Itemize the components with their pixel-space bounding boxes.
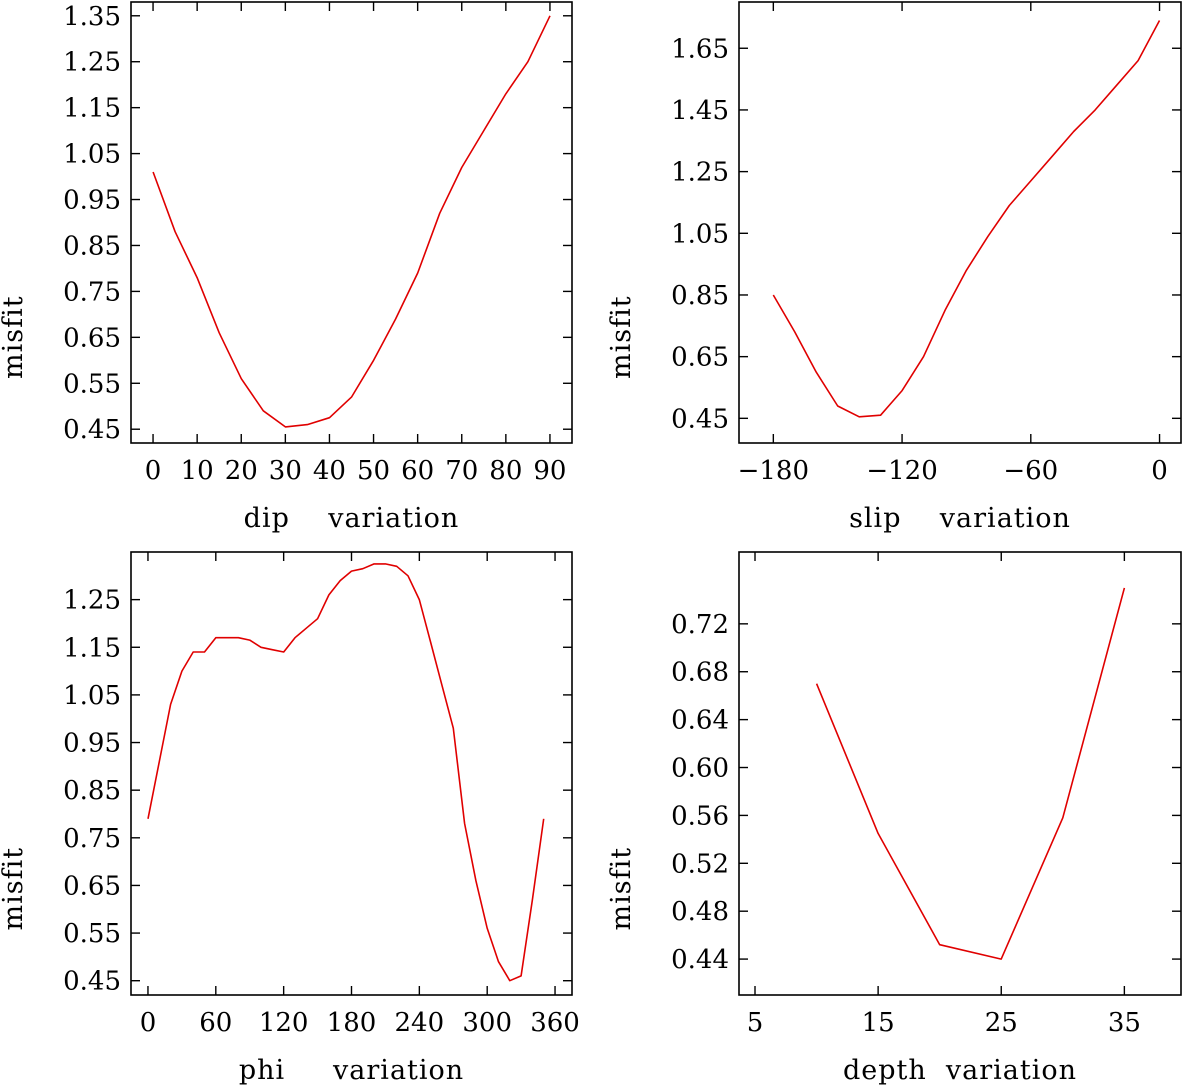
x-tick-label: 80 (489, 456, 522, 486)
misfit-curve (815, 587, 1126, 960)
y-tick-label: 0.55 (63, 369, 121, 399)
x-tick-label: 30 (269, 456, 302, 486)
y-tick-label: 0.75 (63, 824, 121, 854)
x-axis-title: depth variation (843, 1055, 1077, 1086)
x-tick-label: 5 (747, 1008, 764, 1038)
y-tick-label: 0.65 (63, 871, 121, 901)
y-tick-label: 1.05 (63, 140, 121, 170)
x-tick-label: −60 (1003, 456, 1058, 486)
x-tick-label: 300 (462, 1008, 512, 1038)
y-tick-label: 0.85 (63, 231, 121, 261)
chart-panel: 5 15 25 35 0.44 0.48 0.52 0.56 0.60 0.64 0.68 0.72 d… (606, 551, 1182, 1086)
misfit-curve (152, 15, 551, 428)
x-tick-label: 10 (181, 456, 214, 486)
y-axis-title: misfit (0, 295, 29, 379)
y-tick-label: 0.44 (671, 945, 729, 975)
x-axis-title: slip variation (849, 503, 1071, 534)
y-tick-label: 0.65 (63, 323, 121, 353)
y-tick-label: 0.85 (63, 776, 121, 806)
y-tick-label: 0.48 (671, 897, 729, 927)
y-tick-label: 1.35 (63, 2, 121, 32)
x-tick-label: 50 (357, 456, 390, 486)
x-tick-label: 25 (985, 1008, 1018, 1038)
misfit-curve (147, 563, 545, 982)
y-tick-label: 0.75 (63, 277, 121, 307)
x-tick-label: 35 (1108, 1008, 1141, 1038)
y-tick-label: 1.45 (671, 96, 729, 126)
y-tick-label: 1.15 (63, 94, 121, 124)
x-tick-label: 0 (145, 456, 162, 486)
x-tick-label: 90 (533, 456, 566, 486)
x-tick-label: −180 (738, 456, 809, 486)
x-tick-label: 0 (1151, 456, 1168, 486)
x-axis-title: phi variation (239, 1055, 464, 1086)
x-tick-label: 120 (259, 1008, 309, 1038)
x-tick-label: 0 (140, 1008, 157, 1038)
x-axis-title: dip variation (244, 503, 460, 534)
y-tick-label: 1.25 (671, 158, 729, 188)
y-tick-label: 1.65 (671, 34, 729, 64)
chart-panel: 0 60 120 180 240 300 360 0.45 0.55 0.65 0.75 0.85 0.… (0, 551, 580, 1086)
y-tick-label: 0.95 (63, 186, 121, 216)
x-tick-label: 60 (401, 456, 434, 486)
y-tick-label: 0.45 (63, 967, 121, 997)
plot-frame (738, 1, 1182, 444)
y-tick-label: 0.52 (671, 849, 729, 879)
y-tick-label: 0.64 (671, 706, 729, 736)
x-tick-label: 40 (313, 456, 346, 486)
chart-panel: 0 10 20 30 40 50 60 70 80 90 0.45 0.55 0.65 0.75 0.85 0… (0, 1, 573, 534)
y-tick-label: 1.25 (63, 48, 121, 78)
chart-panel: −180 −120 −60 0 0.45 0.65 0.85 1.05 1.25 1.45 1.65… (606, 1, 1182, 534)
y-tick-label: 0.65 (671, 343, 729, 373)
y-axis-title: misfit (0, 847, 29, 931)
x-tick-label: 360 (530, 1008, 580, 1038)
y-tick-label: 1.05 (671, 219, 729, 249)
y-tick-label: 0.85 (671, 281, 729, 311)
x-tick-label: 20 (225, 456, 258, 486)
y-tick-label: 1.15 (63, 633, 121, 663)
y-tick-label: 0.72 (671, 610, 729, 640)
y-tick-label: 0.95 (63, 729, 121, 759)
x-tick-label: 15 (862, 1008, 895, 1038)
y-tick-label: 1.05 (63, 681, 121, 711)
y-tick-label: 0.68 (671, 658, 729, 688)
y-axis-title: misfit (606, 295, 637, 379)
y-tick-label: 0.45 (671, 404, 729, 434)
y-tick-label: 1.25 (63, 586, 121, 616)
x-tick-label: 70 (445, 456, 478, 486)
x-tick-label: −120 (866, 456, 937, 486)
x-tick-label: 180 (327, 1008, 377, 1038)
y-tick-label: 0.60 (671, 754, 729, 784)
y-axis-title: misfit (606, 847, 637, 931)
misfit-curve (772, 20, 1161, 418)
y-tick-label: 0.45 (63, 415, 121, 445)
plot-frame (738, 551, 1182, 996)
x-tick-label: 240 (395, 1008, 445, 1038)
y-tick-label: 0.56 (671, 801, 729, 831)
y-tick-label: 0.55 (63, 919, 121, 949)
plot-frame (130, 551, 573, 996)
x-tick-label: 60 (199, 1008, 232, 1038)
plot-frame (130, 1, 573, 444)
